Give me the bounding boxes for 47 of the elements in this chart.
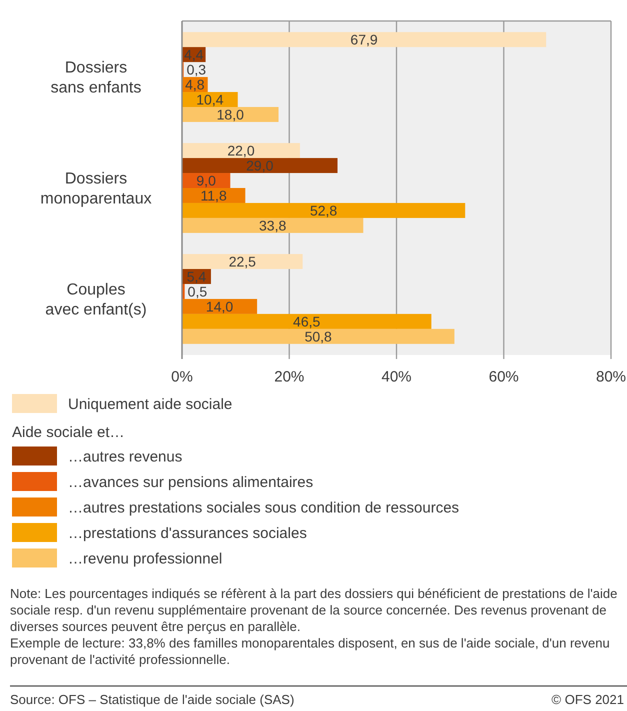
bar [182, 202, 466, 218]
data-label: 5,4 [186, 268, 206, 285]
data-label: 46,5 [293, 313, 321, 330]
data-label: 4,4 [184, 46, 204, 63]
data-label: 18,0 [216, 106, 244, 123]
y-tick-label: Dossiers sans enfants [50, 60, 142, 97]
bar [182, 106, 279, 122]
legend-label: …revenu professionnel [68, 550, 222, 568]
data-label: 10,4 [196, 92, 224, 108]
text: Note: Les pourcentages indiqués se réfèrent à la part des dossiers qui bénéficient de prestations de l'aide sociale resp. d'un revenu supplémentaire provenant de la source concernée. Des revenus provenant de diverses sources peuvent être perçus en parallèle. [10, 586, 618, 634]
x-tick-label: 60% [488, 368, 519, 386]
bar [182, 254, 303, 270]
data-label: 0,3 [186, 62, 206, 78]
bar [182, 32, 546, 48]
data-label: 52,8 [310, 202, 338, 219]
source-note: Source: OFS – Statistique de l'aide sociale (SAS) [10, 692, 294, 707]
data-label: 11,8 [200, 188, 227, 204]
x-tick-label: 0% [171, 368, 193, 386]
bar [182, 328, 454, 344]
legend-label: Uniquement aide sociale [68, 396, 232, 413]
legend-label: …autres revenus [68, 448, 182, 466]
bar [182, 218, 364, 233]
y-tick-label: Couples avec enfant(s) [45, 282, 147, 319]
bar [182, 298, 258, 314]
data-label: 4,8 [185, 76, 205, 93]
x-tick-label: 20% [274, 368, 304, 386]
data-label: 67,9 [350, 32, 378, 48]
data-label: 33,8 [259, 217, 286, 234]
bar [182, 314, 432, 329]
y-tick-label: Dossiers monoparentaux [40, 170, 152, 208]
text: © OFS 2021 [552, 692, 624, 707]
x-tick-label: 80% [596, 368, 626, 386]
data-label: 14,0 [206, 298, 234, 314]
data-label: 22,5 [228, 254, 256, 270]
data-label: 0,5 [188, 284, 208, 300]
legend-label: …autres prestations sociales sous condition de ressources [68, 499, 460, 516]
bar [182, 143, 300, 158]
data-label: 9,0 [196, 172, 216, 189]
legend-title: Aide sociale et… [12, 424, 125, 441]
data-label: 22,0 [227, 142, 255, 159]
text: Exemple de lecture: 33,8% des familles monoparentales disposent, en sus de l'aide sociale, d'un revenu provenant de l'activité professionnelle. [10, 636, 610, 667]
legend-label: …avances sur pensions alimentaires [68, 474, 314, 491]
data-label: 50,8 [304, 328, 332, 344]
data-label: 29,0 [246, 158, 274, 174]
bar [182, 158, 338, 174]
legend-label: …prestations d'assurances sociales [68, 524, 307, 542]
x-tick-label: 40% [381, 368, 412, 386]
